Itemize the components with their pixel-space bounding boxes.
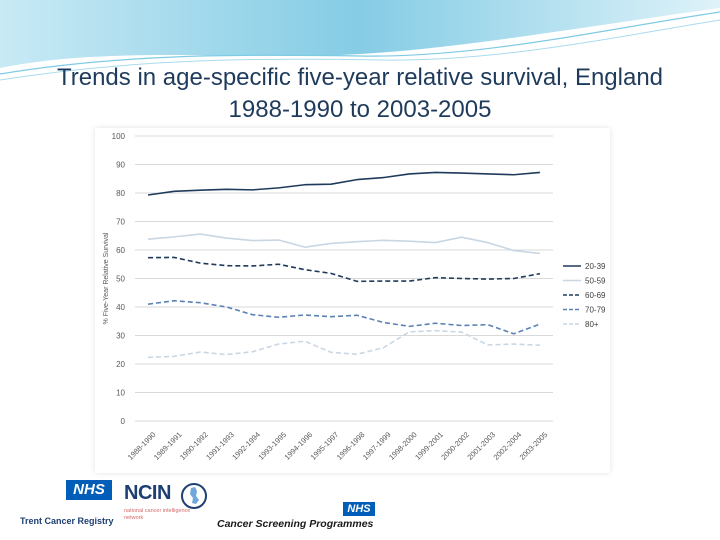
- y-tick-label: 100: [112, 132, 126, 141]
- survival-line-chart: 0 10 20 30 40 50 60 70 80 90 100 1988-19901989-199…: [103, 132, 606, 462]
- grid-layer: [135, 135, 553, 422]
- trent-caption: Trent Cancer Registry: [20, 516, 114, 526]
- y-axis-label: % Five-Year Relative Survival: [103, 232, 110, 324]
- nhs-logo-icon: NHS: [66, 480, 112, 500]
- y-tick-label: 40: [116, 303, 125, 312]
- legend-label: 70-79: [585, 306, 606, 315]
- ncin-wordmark: NCIN: [124, 482, 171, 504]
- screening-caption: Cancer Screening Programmes: [217, 518, 374, 530]
- legend-label: 80+: [585, 320, 599, 329]
- x-tick-labels: 1988-19901989-19911990-19921991-19931992…: [126, 430, 550, 462]
- legend: 20-39 50-59 60-69 70-79 80+: [563, 262, 606, 329]
- ncin-map-icon: [181, 483, 207, 509]
- slide-title-line-1: Trends in age-specific five-year relativ…: [56, 64, 664, 91]
- x-tick-label: 2003-2005: [518, 430, 550, 462]
- ncin-caption: national cancer intelligence network: [124, 508, 191, 521]
- series-line-50-59: [147, 233, 541, 255]
- footer-logos: NHS Trent Cancer Registry NCIN national …: [0, 472, 720, 540]
- y-tick-label: 80: [116, 189, 125, 198]
- y-tick-label: 50: [116, 275, 125, 284]
- legend-label: 20-39: [585, 262, 606, 271]
- series-line-70-79: [147, 299, 541, 335]
- y-tick-label: 20: [116, 360, 125, 369]
- legend-label: 50-59: [585, 277, 606, 286]
- nhs-logo-icon: NHS: [343, 502, 375, 516]
- header-wave-decoration: [0, 0, 720, 81]
- y-tick-label: 0: [121, 417, 126, 426]
- legend-label: 60-69: [585, 291, 606, 300]
- y-tick-label: 60: [116, 246, 125, 255]
- y-tick-label: 30: [116, 332, 125, 341]
- y-tick-labels: 0 10 20 30 40 50 60 70 80 90 100: [112, 132, 126, 426]
- chart-panel: 0 10 20 30 40 50 60 70 80 90 100 1988-1990 1989-199…: [95, 128, 610, 473]
- series-line-60-69: [148, 256, 541, 283]
- slide-title: Trends in age-specific five-year relativ…: [20, 62, 700, 126]
- series-line-20-39: [147, 171, 541, 196]
- trent-cancer-registry-logo: NHS Trent Cancer Registry: [18, 474, 118, 534]
- y-tick-label: 10: [116, 389, 125, 398]
- series-layer: [147, 171, 541, 359]
- y-tick-label: 90: [116, 161, 125, 170]
- cancer-screening-programmes-logo: NHS Cancer Screening Programmes: [215, 500, 385, 536]
- slide-title-line-2: 1988-1990 to 2003-2005: [228, 96, 492, 123]
- ncin-logo: NCIN national cancer intelligence networ…: [122, 480, 212, 536]
- series-line-80+: [148, 329, 540, 359]
- y-tick-label: 70: [116, 218, 125, 227]
